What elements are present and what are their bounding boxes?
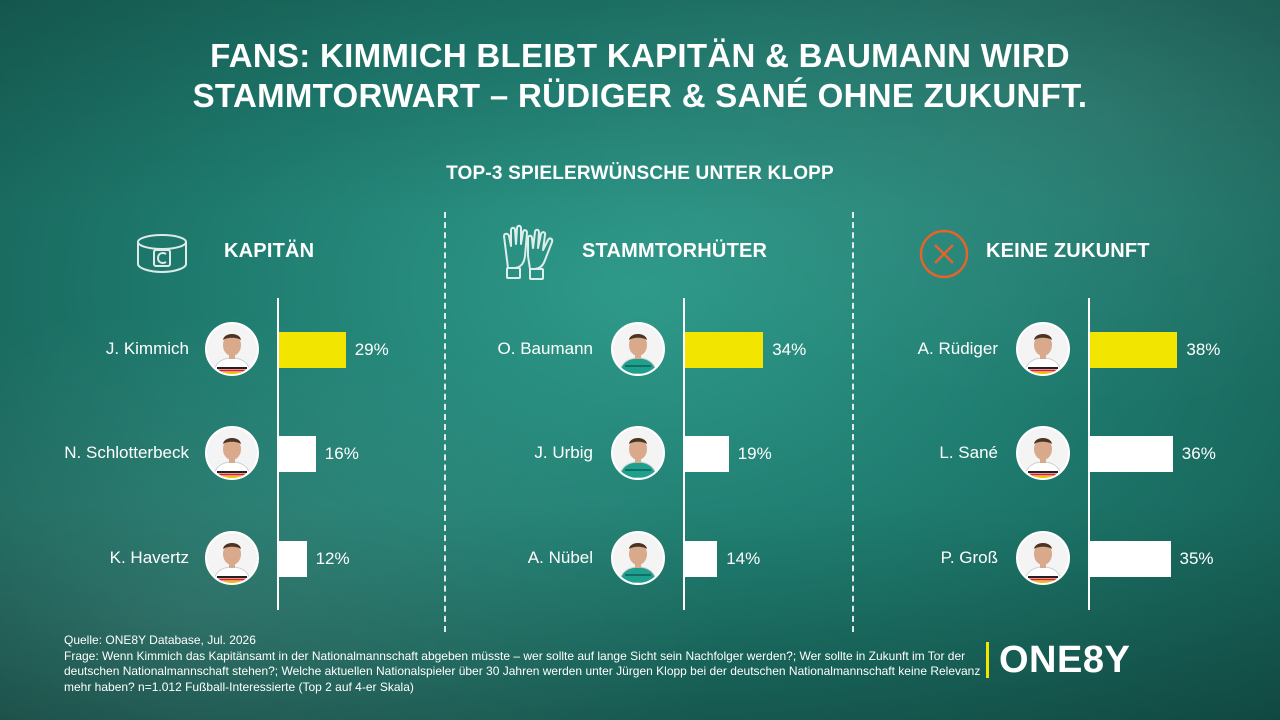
bar-value-label: 36%	[1181, 444, 1216, 463]
player-name-label: A. Rüdiger	[917, 339, 998, 358]
player-avatar	[205, 322, 259, 376]
bar-1	[685, 436, 729, 472]
bar-value-label: 35%	[1179, 549, 1214, 568]
chart-panel-keine-zukunft: KEINE ZUKUNFT A. Rüdiger 38% L. Sané 36% P. …	[858, 220, 1258, 620]
bar-row: J. Kimmich 29%	[44, 320, 444, 380]
player-avatar	[1016, 426, 1070, 480]
bar-value-label: 14%	[726, 549, 761, 568]
bar-1	[279, 436, 316, 472]
bar-row: O. Baumann 34%	[452, 320, 852, 380]
chart-panel-kapitaen: KAPITÄN J. Kimmich 29% N. Schlotterbeck 16%…	[44, 220, 444, 620]
value-axis-line	[277, 298, 279, 610]
x-circle-icon	[916, 228, 976, 280]
bar-row: K. Havertz 12%	[44, 529, 444, 589]
chart-panel-stammtorhueter: STAMMTORHÜTER O. Baumann 34% J. Urbig 19% A.…	[452, 220, 852, 620]
player-avatar	[205, 426, 259, 480]
goalkeeper-gloves-icon	[498, 222, 558, 282]
bar-2	[279, 541, 307, 577]
source-notes: Quelle: ONE8Y Database, Jul. 2026 Frage:…	[64, 633, 984, 695]
panel-title: KAPITÄN	[224, 240, 315, 262]
player-name-label: L. Sané	[939, 443, 998, 462]
column-divider-left	[444, 212, 446, 632]
bar-2	[1090, 541, 1171, 577]
player-avatar	[1016, 531, 1070, 585]
panel-title: STAMMTORHÜTER	[582, 240, 768, 262]
bar-0	[685, 332, 764, 368]
column-divider-right	[852, 212, 854, 632]
player-avatar	[205, 531, 259, 585]
player-name-label: J. Kimmich	[105, 339, 189, 358]
player-avatar	[611, 322, 665, 376]
one8y-logo: ONE8Y	[986, 638, 1131, 681]
bar-value-label: 19%	[737, 444, 772, 463]
bar-row: A. Rüdiger 38%	[858, 320, 1258, 380]
question-text: Frage: Wenn Kimmich das Kapitänsamt in d…	[64, 648, 981, 694]
player-avatar	[1016, 322, 1070, 376]
bar-value-label: 34%	[772, 340, 807, 359]
player-avatar	[611, 426, 665, 480]
player-name-label: P. Groß	[940, 548, 998, 567]
bar-row: L. Sané 36%	[858, 424, 1258, 484]
source-line: Quelle: ONE8Y Database, Jul. 2026	[64, 633, 256, 647]
player-name-label: A. Nübel	[527, 548, 593, 567]
bar-row: A. Nübel 14%	[452, 529, 852, 589]
bar-2	[685, 541, 718, 577]
bar-row: P. Groß 35%	[858, 529, 1258, 589]
logo-text: ONE8Y	[999, 638, 1131, 681]
bar-row: N. Schlotterbeck 16%	[44, 424, 444, 484]
panel-title: KEINE ZUKUNFT	[986, 240, 1150, 262]
player-name-label: O. Baumann	[497, 339, 593, 358]
page-headline: FANS: KIMMICH BLEIBT KAPITÄN & BAUMANN W…	[90, 36, 1190, 116]
headline-line-2: STAMMTORWART – RÜDIGER & SANÉ OHNE ZUKUN…	[192, 77, 1088, 114]
bar-0	[1090, 332, 1178, 368]
bar-value-label: 29%	[354, 340, 389, 359]
bar-value-label: 12%	[315, 549, 350, 568]
logo-accent-bar	[986, 642, 989, 678]
captain-armband-icon	[132, 228, 192, 280]
headline-line-1: FANS: KIMMICH BLEIBT KAPITÄN & BAUMANN W…	[210, 37, 1070, 74]
bar-value-label: 16%	[324, 444, 359, 463]
player-avatar	[611, 531, 665, 585]
bar-0	[279, 332, 346, 368]
player-name-label: N. Schlotterbeck	[64, 443, 189, 462]
value-axis-line	[683, 298, 685, 610]
player-name-label: K. Havertz	[109, 548, 189, 567]
chart-subheadline: TOP-3 SPIELERWÜNSCHE UNTER KLOPP	[446, 163, 834, 184]
value-axis-line	[1088, 298, 1090, 610]
bar-row: J. Urbig 19%	[452, 424, 852, 484]
bar-1	[1090, 436, 1173, 472]
bar-value-label: 38%	[1186, 340, 1221, 359]
player-name-label: J. Urbig	[534, 443, 593, 462]
